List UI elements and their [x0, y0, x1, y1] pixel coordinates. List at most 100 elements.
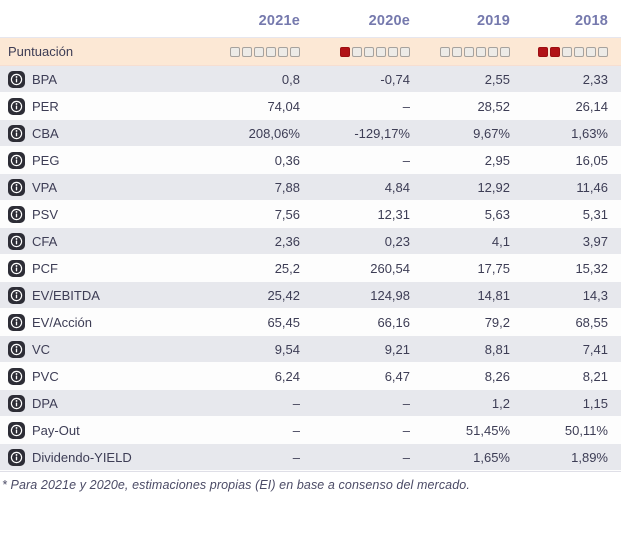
- metric-value-2019: 2,55: [484, 71, 510, 87]
- score-square-empty: [388, 46, 398, 57]
- row-label-cell: BPA: [8, 70, 210, 88]
- metric-value-2018: 1,63%: [571, 125, 608, 141]
- metric-value-2018: 8,21: [582, 368, 608, 384]
- metric-value-2020e: 66,16: [377, 314, 410, 330]
- metric-value-2020e: 9,21: [384, 341, 410, 357]
- score-square-empty: [376, 46, 386, 57]
- score-cell-2021e: [210, 46, 300, 57]
- info-icon[interactable]: [8, 367, 25, 385]
- score-square-empty: [364, 46, 374, 57]
- score-square-empty: [440, 46, 450, 57]
- metric-value-2020e: 6,47: [384, 368, 410, 384]
- metric-value-2021e: –: [292, 449, 300, 465]
- metric-value-2019: 9,67%: [473, 125, 510, 141]
- metric-value-2019: 14,81: [477, 287, 510, 303]
- metric-value-2021e: –: [292, 422, 300, 438]
- score-square-filled: [550, 46, 560, 57]
- metric-value-2020e: –: [402, 422, 410, 438]
- metric-value-2019: 12,92: [477, 179, 510, 195]
- metric-value-2018: 14,3: [582, 287, 608, 303]
- metric-value-2021e: 2,36: [274, 233, 300, 249]
- metric-value-2019: 1,65%: [473, 449, 510, 465]
- metric-value-2020e: 12,31: [377, 206, 410, 222]
- metric-value-2018: 16,05: [575, 152, 608, 168]
- metric-label: PER: [32, 98, 59, 114]
- table-row-cba: CBA 208,06% -129,17% 9,67% 1,63%: [0, 120, 621, 147]
- info-icon[interactable]: [8, 448, 25, 466]
- table-footnote: * Para 2021e y 2020e, estimaciones propi…: [2, 478, 470, 492]
- info-icon[interactable]: [8, 394, 25, 412]
- metric-label: PSV: [32, 206, 59, 222]
- metric-value-2018: 3,97: [582, 233, 608, 249]
- metric-value-2021e: 25,42: [267, 287, 300, 303]
- row-label-cell: PER: [8, 97, 210, 115]
- metric-value-2019: 28,52: [477, 98, 510, 114]
- metric-value-2020e: -0,74: [380, 71, 410, 87]
- metric-value-2018: 15,32: [575, 260, 608, 276]
- metric-value-2020e: 260,54: [370, 260, 410, 276]
- metric-value-2019: 5,63: [484, 206, 510, 222]
- info-icon[interactable]: [8, 421, 25, 439]
- row-label-cell: VPA: [8, 178, 210, 196]
- info-icon[interactable]: [8, 178, 25, 196]
- metric-value-2021e: 208,06%: [248, 125, 300, 141]
- metric-value-2018: 1,89%: [571, 449, 608, 465]
- score-cell-2019: [410, 46, 510, 57]
- table-row-vpa: VPA 7,88 4,84 12,92 11,46: [0, 174, 621, 201]
- score-square-empty: [352, 46, 362, 57]
- row-label-cell: PCF: [8, 259, 210, 277]
- metric-value-2021e: 65,45: [267, 314, 300, 330]
- table-row-peg: PEG 0,36 – 2,95 16,05: [0, 147, 621, 174]
- score-square-empty: [574, 46, 584, 57]
- info-icon[interactable]: [8, 70, 25, 88]
- score-square-filled: [538, 46, 548, 57]
- info-icon[interactable]: [8, 313, 25, 331]
- score-square-empty: [452, 46, 462, 57]
- table-row-dividendo-yield: Dividendo-YIELD – – 1,65% 1,89%: [0, 444, 621, 471]
- metric-value-2019: 4,1: [491, 233, 510, 249]
- table-header: 2021e 2020e 2019 2018: [0, 0, 621, 38]
- row-label-cell: DPA: [8, 394, 210, 412]
- score-cell-2018: [510, 46, 608, 57]
- metric-label: BPA: [32, 71, 58, 87]
- column-header-2019: 2019: [476, 13, 510, 29]
- table-row-pvc: PVC 6,24 6,47 8,26 8,21: [0, 363, 621, 390]
- metric-value-2020e: –: [402, 98, 410, 114]
- info-icon[interactable]: [8, 124, 25, 142]
- info-icon[interactable]: [8, 286, 25, 304]
- info-icon[interactable]: [8, 340, 25, 358]
- metric-label: Pay-Out: [32, 422, 80, 438]
- score-square-empty: [290, 46, 300, 57]
- metric-value-2018: 7,41: [582, 341, 608, 357]
- metric-value-2020e: –: [402, 395, 410, 411]
- metric-value-2018: 50,11%: [564, 422, 608, 438]
- metric-label: CBA: [32, 125, 59, 141]
- score-square-empty: [598, 46, 608, 57]
- table-row-per: PER 74,04 – 28,52 26,14: [0, 93, 621, 120]
- row-label-cell: PVC: [8, 367, 210, 385]
- info-icon[interactable]: [8, 259, 25, 277]
- row-label-cell: Dividendo-YIELD: [8, 448, 210, 466]
- metrics-table-body: BPA 0,8 -0,74 2,55 2,33 PER 74,04 – 28,52 26,14 CB…: [0, 66, 621, 472]
- metric-value-2019: 79,2: [484, 314, 510, 330]
- score-row-label-cell: Puntuación: [8, 44, 210, 59]
- info-icon[interactable]: [8, 232, 25, 250]
- row-label-cell: EV/EBITDA: [8, 286, 210, 304]
- info-icon[interactable]: [8, 151, 25, 169]
- score-square-empty: [500, 46, 510, 57]
- table-row-cfa: CFA 2,36 0,23 4,1 3,97: [0, 228, 621, 255]
- metric-label: CFA: [32, 233, 58, 249]
- table-row-bpa: BPA 0,8 -0,74 2,55 2,33: [0, 66, 621, 93]
- row-label-cell: PSV: [8, 205, 210, 223]
- column-header-2020e: 2020e: [368, 13, 410, 29]
- score-square-empty: [476, 46, 486, 57]
- table-row-vc: VC 9,54 9,21 8,81 7,41: [0, 336, 621, 363]
- row-label-cell: CFA: [8, 232, 210, 250]
- metric-label: DPA: [32, 395, 58, 411]
- metric-label: PVC: [32, 368, 59, 384]
- info-icon[interactable]: [8, 205, 25, 223]
- metric-value-2018: 5,31: [582, 206, 608, 222]
- info-icon[interactable]: [8, 97, 25, 115]
- metric-value-2020e: 124,98: [370, 287, 410, 303]
